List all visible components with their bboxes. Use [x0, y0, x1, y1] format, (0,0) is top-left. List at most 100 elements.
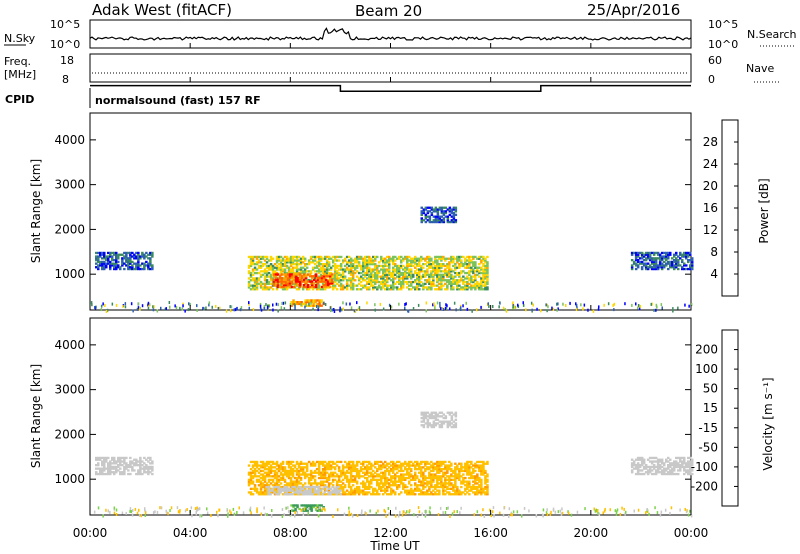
velocity-cell	[305, 473, 309, 476]
velocity-cell	[303, 487, 307, 490]
velocity-cell	[430, 482, 433, 485]
power-cell	[406, 286, 409, 289]
velocity-speckle	[270, 514, 273, 518]
velocity-cell	[474, 491, 477, 494]
velocity-cell	[329, 471, 333, 474]
power-cell	[351, 279, 355, 282]
power-speckle	[312, 307, 314, 311]
velocity-speckle	[383, 508, 385, 512]
power-speckle	[638, 307, 641, 311]
velocity-speckle	[291, 509, 293, 513]
power-cell	[482, 263, 485, 266]
velocity-cell	[255, 491, 259, 494]
velocity-cell	[149, 471, 152, 474]
power-cell	[654, 257, 658, 260]
velocity-cell	[440, 462, 443, 465]
power-cell	[101, 267, 104, 271]
power-cell	[121, 257, 124, 260]
velocity-cell	[388, 484, 391, 487]
power-cell	[291, 259, 295, 262]
power-cell	[408, 270, 411, 273]
velocity-cell	[402, 464, 405, 467]
velocity-cell	[484, 475, 487, 478]
power-cell	[412, 264, 415, 268]
power-cell	[374, 286, 377, 289]
power-cell	[261, 273, 265, 276]
velocity-cell	[426, 415, 430, 418]
velocity-cell	[454, 425, 458, 429]
velocity-cell	[295, 460, 299, 464]
velocity-speckle	[418, 510, 421, 514]
velocity-cell	[376, 480, 379, 483]
velocity-cell	[109, 471, 112, 474]
velocity-cell	[289, 462, 293, 465]
velocity-cell	[444, 476, 447, 480]
velocity-cell	[111, 465, 114, 469]
velocity-cell	[683, 458, 686, 461]
velocity-speckle	[406, 510, 408, 514]
velocity-cell	[368, 462, 371, 465]
velocity-cell	[364, 476, 367, 480]
velocity-cell	[458, 493, 461, 496]
power-cell	[368, 280, 371, 284]
power-cell	[341, 279, 345, 282]
power-speckle	[340, 308, 343, 312]
velocity-cell	[359, 469, 363, 473]
power-cell	[446, 270, 449, 273]
power-cell	[400, 288, 403, 291]
y-tick-label: 1000	[54, 267, 85, 281]
power-cell	[416, 279, 419, 282]
nave-label: Nave	[746, 62, 774, 75]
power-cell	[450, 215, 454, 218]
velocity-cell	[472, 484, 475, 487]
power-cell	[125, 259, 128, 262]
velocity-cell	[638, 465, 642, 469]
velocity-cell	[414, 487, 417, 490]
power-cell	[452, 282, 455, 285]
velocity-cell	[390, 464, 393, 467]
velocity-cell	[333, 471, 337, 474]
velocity-cell	[309, 473, 313, 476]
power-cell	[468, 279, 471, 282]
power-cell	[249, 264, 253, 268]
velocity-cell	[394, 462, 397, 465]
velocity-cell	[139, 469, 142, 472]
velocity-cell	[446, 478, 449, 481]
velocity-cell	[259, 489, 263, 492]
power-cell	[396, 266, 399, 269]
velocity-cell	[271, 466, 275, 469]
power-cell	[470, 261, 473, 264]
power-cell	[648, 253, 652, 256]
velocity-cell	[327, 485, 331, 489]
power-cell	[321, 268, 325, 271]
power-cell	[480, 271, 483, 275]
velocity-cell	[273, 489, 277, 492]
velocity-cell	[353, 464, 357, 467]
velocity-cell	[470, 462, 473, 465]
power-cell	[444, 210, 448, 213]
velocity-cell	[323, 473, 327, 476]
velocity-cell	[275, 473, 279, 476]
power-cell	[462, 280, 465, 284]
power-cell	[642, 262, 646, 265]
velocity-cell	[251, 466, 255, 469]
velocity-cell	[394, 476, 397, 480]
power-cell	[378, 261, 381, 264]
velocity-cell	[376, 478, 379, 481]
velocity-cell	[480, 460, 483, 464]
velocity-speckle	[115, 508, 118, 512]
velocity-cell	[337, 485, 340, 489]
velocity-cell	[349, 480, 353, 483]
power-cell	[335, 273, 339, 276]
power-cell	[472, 270, 475, 273]
velocity-cell	[480, 482, 483, 485]
power-cell	[273, 266, 277, 269]
velocity-cell	[442, 471, 445, 474]
velocity-cell	[480, 485, 483, 489]
power-cell	[328, 285, 332, 289]
power-cell	[683, 267, 686, 271]
velocity-cell	[372, 476, 375, 480]
power-cell	[269, 282, 273, 285]
velocity-cell	[442, 475, 445, 478]
power-cell	[327, 257, 331, 260]
